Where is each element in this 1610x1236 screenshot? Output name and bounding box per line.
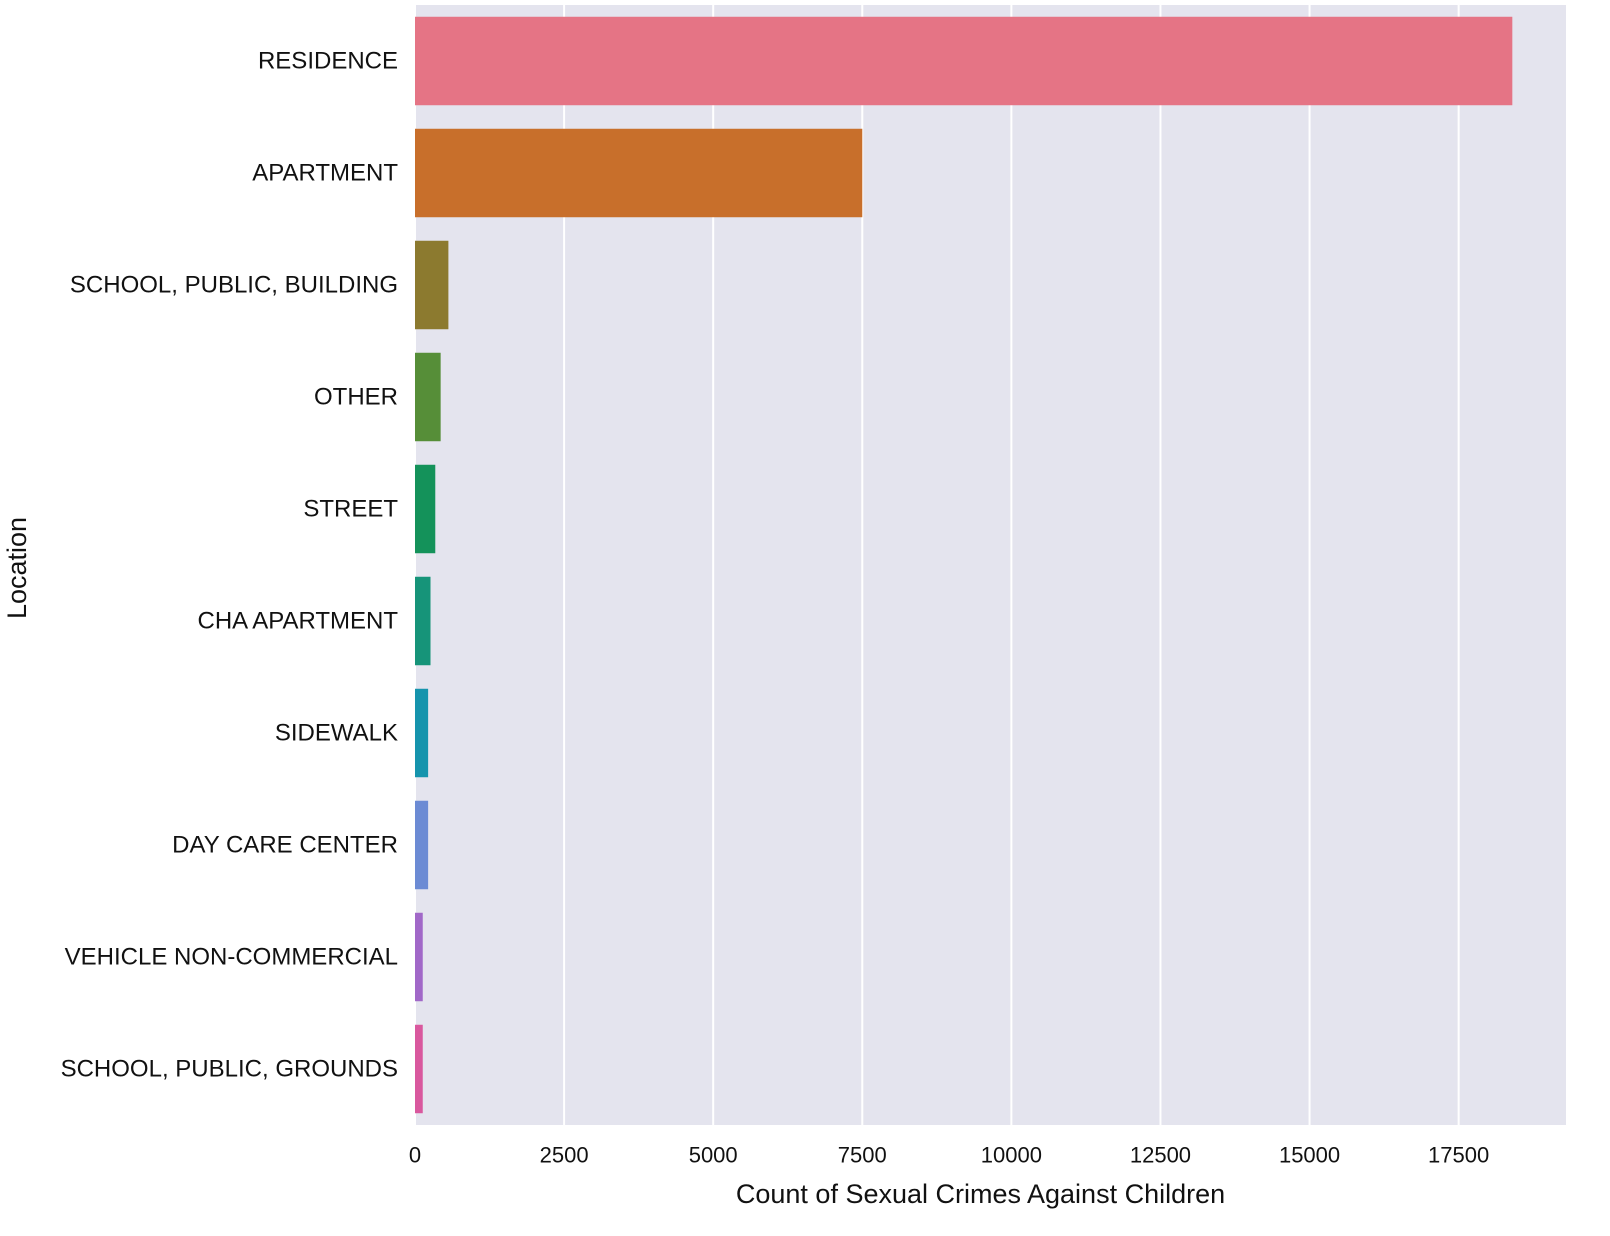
bar-1: [415, 128, 863, 218]
bar-6: [415, 688, 429, 778]
y-tick-label-2: SCHOOL, PUBLIC, BUILDING: [70, 272, 398, 299]
x-tick-label-1: 2500: [540, 1143, 589, 1168]
y-tick-label-0: RESIDENCE: [258, 48, 398, 75]
x-tick-label-3: 7500: [838, 1143, 887, 1168]
y-tick-label-5: CHA APARTMENT: [198, 608, 399, 635]
y-tick-label-1: APARTMENT: [252, 160, 398, 187]
y-axis-label: Location: [2, 517, 32, 619]
bar-8: [415, 912, 423, 1002]
bar-4: [415, 464, 436, 554]
y-tick-label-7: DAY CARE CENTER: [172, 832, 398, 859]
y-tick-label-3: OTHER: [314, 384, 398, 411]
bar-0: [415, 16, 1513, 106]
y-tick-label-4: STREET: [303, 496, 398, 523]
x-tick-label-5: 12500: [1130, 1143, 1191, 1168]
bar-3: [415, 352, 441, 442]
bar-9: [415, 1024, 423, 1114]
bars: [415, 16, 1513, 1114]
bar-5: [415, 576, 431, 666]
y-tick-labels: RESIDENCE APARTMENT SCHOOL, PUBLIC, BUILDI…: [61, 48, 399, 1083]
y-tick-label-6: SIDEWALK: [275, 720, 398, 747]
x-tick-labels: 0 2500 5000 7500 10000 12500 15000 17500: [409, 1143, 1489, 1168]
x-tick-label-6: 15000: [1279, 1143, 1340, 1168]
x-tick-label-0: 0: [409, 1143, 421, 1168]
y-tick-label-8: VEHICLE NON-COMMERCIAL: [65, 944, 398, 971]
y-tick-label-9: SCHOOL, PUBLIC, GROUNDS: [61, 1056, 398, 1083]
x-tick-label-2: 5000: [689, 1143, 738, 1168]
bar-7: [415, 800, 429, 890]
bar-2: [415, 240, 449, 330]
x-tick-label-4: 10000: [981, 1143, 1042, 1168]
x-axis-label: Count of Sexual Crimes Against Children: [736, 1179, 1225, 1209]
x-tick-label-7: 17500: [1428, 1143, 1489, 1168]
